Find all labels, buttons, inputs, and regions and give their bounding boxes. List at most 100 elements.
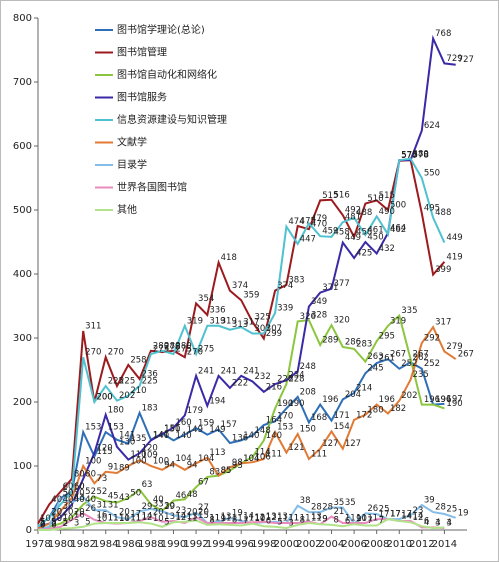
data-label: 135 bbox=[130, 434, 146, 444]
data-label: 232 bbox=[255, 372, 271, 382]
data-label: 11 bbox=[209, 513, 220, 523]
data-label: 13 bbox=[221, 512, 232, 522]
data-label: 727 bbox=[458, 55, 474, 65]
data-label: 11 bbox=[277, 513, 288, 523]
data-label: 10 bbox=[255, 514, 266, 524]
data-label: 470 bbox=[311, 220, 327, 230]
data-label: 280 bbox=[175, 341, 191, 351]
data-label: 550 bbox=[424, 169, 440, 179]
data-label: 6 bbox=[345, 517, 350, 527]
data-label: 279 bbox=[446, 342, 462, 352]
data-label: 16 bbox=[74, 510, 85, 520]
data-label: 11 bbox=[221, 513, 232, 523]
data-label: 197 bbox=[446, 394, 462, 404]
data-label: 111 bbox=[266, 449, 282, 459]
data-label: 52 bbox=[85, 487, 96, 497]
series-line bbox=[37, 357, 445, 528]
data-label: 225 bbox=[119, 377, 135, 387]
data-label: 196 bbox=[379, 395, 395, 405]
data-label: 46 bbox=[175, 491, 186, 501]
data-label: 157 bbox=[221, 420, 237, 430]
data-label: 153 bbox=[85, 423, 101, 433]
data-label: 26 bbox=[85, 504, 96, 514]
data-label: 179 bbox=[187, 406, 203, 416]
data-label: 50 bbox=[74, 489, 85, 499]
data-label: 14 bbox=[142, 512, 153, 522]
data-label: 371 bbox=[322, 283, 338, 293]
data-label: 25 bbox=[446, 505, 457, 515]
data-label: 492 bbox=[345, 206, 361, 216]
data-label: 248 bbox=[300, 362, 316, 372]
data-label: 374 bbox=[277, 281, 293, 291]
data-label: 580 bbox=[413, 149, 429, 159]
data-label: 515 bbox=[322, 191, 338, 201]
data-label: 5 bbox=[277, 517, 282, 527]
data-label: 23 bbox=[175, 506, 186, 516]
data-label: 100 bbox=[130, 457, 146, 467]
data-label: 17 bbox=[390, 510, 401, 520]
data-label: 768 bbox=[435, 29, 451, 39]
data-label: 104 bbox=[243, 454, 259, 464]
data-label: 120 bbox=[142, 444, 158, 454]
data-label: 12 bbox=[413, 513, 424, 523]
y-tick-label: 0 bbox=[26, 525, 32, 536]
data-label: 43 bbox=[74, 493, 85, 503]
y-tick-label: 100 bbox=[13, 461, 32, 472]
data-label: 275 bbox=[153, 345, 169, 355]
x-tick-label: 1988 bbox=[138, 539, 163, 550]
data-label: 0 bbox=[40, 521, 45, 531]
data-label: 190 bbox=[277, 399, 293, 409]
data-label: 114 bbox=[255, 448, 271, 458]
data-label: 151 bbox=[164, 424, 180, 434]
data-label: 150 bbox=[300, 425, 316, 435]
data-label: 60 bbox=[74, 482, 85, 492]
data-label: 577 bbox=[401, 151, 417, 161]
data-label: 28 bbox=[322, 503, 333, 513]
data-label: 17 bbox=[130, 510, 141, 520]
legend-label: 其他 bbox=[117, 203, 137, 216]
data-label: 8 bbox=[209, 515, 214, 525]
data-label: 289 bbox=[322, 336, 338, 346]
data-label: 479 bbox=[311, 214, 327, 224]
legend-label: 目录学 bbox=[117, 158, 147, 171]
y-tick-label: 300 bbox=[13, 333, 32, 344]
data-label: 171 bbox=[334, 411, 350, 421]
data-label: 14 bbox=[401, 512, 412, 522]
data-label: 459 bbox=[322, 227, 338, 237]
data-label: 10 bbox=[51, 514, 62, 524]
data-label: 11 bbox=[108, 513, 119, 523]
data-label: 60 bbox=[74, 482, 85, 492]
data-label: 278 bbox=[164, 343, 180, 353]
data-label: 20 bbox=[187, 508, 198, 518]
data-label: 510 bbox=[367, 194, 383, 204]
data-label: 374 bbox=[232, 281, 248, 291]
data-label: 100 bbox=[153, 457, 169, 467]
data-label: 236 bbox=[142, 369, 158, 379]
data-label: 10 bbox=[63, 514, 74, 524]
data-label: 194 bbox=[209, 396, 225, 406]
data-label: 20 bbox=[51, 508, 62, 518]
data-label: 153 bbox=[277, 423, 293, 433]
x-tick-label: 1978 bbox=[25, 539, 50, 550]
data-label: 140 bbox=[243, 431, 259, 441]
data-label: 449 bbox=[446, 233, 462, 243]
data-label: 170 bbox=[277, 412, 293, 422]
data-label: 11 bbox=[345, 513, 356, 523]
data-label: 23 bbox=[413, 506, 424, 516]
data-label: 80 bbox=[85, 469, 96, 479]
data-label: 113 bbox=[209, 448, 225, 458]
data-label: 202 bbox=[119, 391, 135, 401]
data-label: 261 bbox=[379, 353, 395, 363]
data-label: 11 bbox=[300, 513, 311, 523]
data-label: 225 bbox=[142, 377, 158, 387]
data-label: 258 bbox=[130, 355, 146, 365]
data-label: 336 bbox=[209, 305, 225, 315]
data-label: 578 bbox=[413, 151, 429, 161]
data-label: 50 bbox=[63, 489, 74, 499]
data-label: 100 bbox=[85, 457, 101, 467]
data-label: 106 bbox=[255, 453, 271, 463]
data-label: 292 bbox=[424, 334, 440, 344]
data-label: 320 bbox=[334, 316, 350, 326]
data-label: 183 bbox=[142, 403, 158, 413]
x-tick-label: 1990 bbox=[161, 539, 186, 550]
